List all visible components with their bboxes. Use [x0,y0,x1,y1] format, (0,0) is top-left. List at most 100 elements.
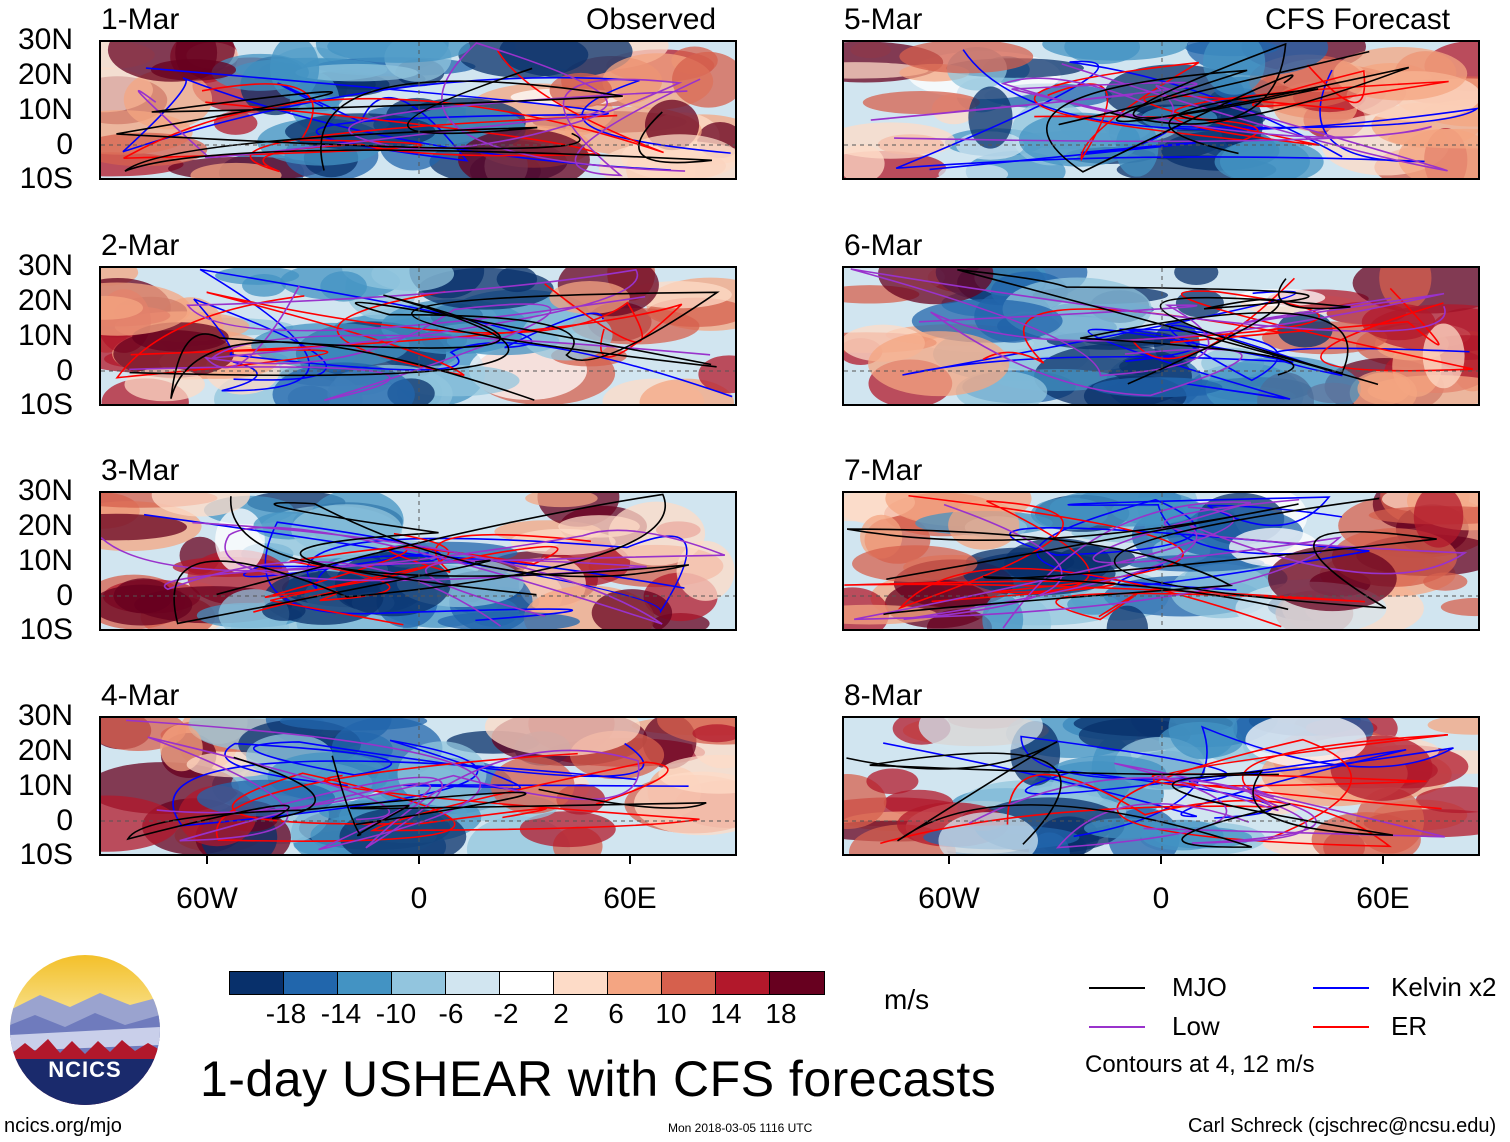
map-field [844,493,1478,629]
footer-timestamp: Mon 2018-03-05 1116 UTC [668,1121,813,1135]
field-blob [918,718,1043,754]
footer-credit: Carl Schreck (cjschrec@ncsu.edu) [1188,1115,1497,1137]
field-blob [899,42,1034,74]
colorbar [229,971,825,995]
contour-line [193,298,733,398]
field-blob [621,134,735,178]
field-blob [320,271,367,302]
field-blob [150,59,237,81]
field-blob [1028,832,1070,854]
field-blob [866,768,919,795]
field-blob [101,513,187,541]
colorbar-label: -10 [375,998,417,1029]
contour-line [186,268,711,359]
colorbar-label: -14 [320,998,362,1029]
lat-label: 10S [19,838,73,871]
contour-line [982,497,1437,611]
contour-line [143,513,688,614]
contour-line [1046,66,1410,173]
field-blob [672,51,735,108]
lat-label: 0 [56,354,73,387]
contour-line [192,521,663,625]
field-blob [1413,493,1464,548]
field-blob [1067,593,1120,615]
panel-2 [99,266,737,406]
contour-line [354,291,720,368]
contour-line [1033,61,1259,162]
field-blob [608,501,706,566]
contour-line [199,268,604,392]
map-field [101,493,735,629]
panel-date-label: 1-Mar [101,3,180,36]
panel-1 [99,40,737,180]
field-blob [1042,42,1189,61]
lat-label: 30N [17,249,73,282]
legend-line-low [1089,1026,1145,1028]
contour-line [1055,762,1317,849]
panel-date-label: 4-Mar [101,679,180,712]
lon-tick [948,854,950,864]
field-blob [1423,572,1468,591]
lat-label: 20N [17,58,73,91]
lon-tick [629,854,631,864]
field-blob [1219,138,1310,178]
colorbar-swatch [338,972,392,994]
field-blob [1357,372,1411,404]
contour-line [230,496,690,596]
field-blob [397,741,487,807]
colorbar-swatch [284,972,338,994]
lon-tick [418,854,420,864]
field-blob [1422,323,1465,389]
panel-note-label: CFS Forecast [1265,3,1451,36]
colorbar-label: -2 [493,998,519,1029]
lon-label: 60E [1356,882,1410,915]
contour-line [129,294,535,401]
panel-6 [842,266,1480,406]
contour-line [115,295,683,379]
panel-date-label: 6-Mar [844,229,923,262]
colorbar-label: -6 [438,998,464,1029]
footer-url[interactable]: ncics.org/mjo [4,1115,122,1137]
contour-line [930,292,1445,397]
field-blob [1427,718,1478,735]
panel-5 [842,40,1480,180]
field-blob [1415,786,1478,814]
legend-line-mjo [1089,987,1145,989]
contour-line [1080,278,1351,376]
colorbar-swatch [662,972,716,994]
field-blob [948,500,1020,550]
field-blob [658,754,735,794]
field-blob [525,493,598,508]
field-blob [190,162,282,178]
contour-line [869,752,1394,845]
lat-label: 10N [17,769,73,802]
field-blob [1267,545,1397,612]
legend-label-low: Low [1172,1011,1220,1041]
lat-label: 30N [17,699,73,732]
field-blob [295,63,419,82]
contour-line [331,755,707,837]
lon-tick [1382,854,1384,864]
contour-line [253,532,450,613]
map-field [844,718,1478,854]
colorbar-swatch [608,972,662,994]
lat-label: 10S [19,388,73,421]
panel-note-label: Observed [586,3,717,36]
contour-line [137,42,686,172]
colorbar-label: 2 [553,998,569,1029]
field-blob [591,589,673,629]
panel-date-label: 2-Mar [101,229,180,262]
panel-7 [842,491,1480,631]
lat-label: 0 [56,128,73,161]
field-blob [926,609,992,629]
logo-graphic [10,955,160,1105]
panel-date-label: 8-Mar [844,679,923,712]
panel-date-label: 3-Mar [101,454,180,487]
field-blob [151,493,250,517]
legend-label-kelvin: Kelvin x2 [1391,972,1497,1002]
field-blob [698,355,735,394]
legend-line-kelvin [1313,987,1369,989]
lat-label: 10N [17,544,73,577]
field-blob [1333,46,1468,101]
map-field [101,42,735,178]
